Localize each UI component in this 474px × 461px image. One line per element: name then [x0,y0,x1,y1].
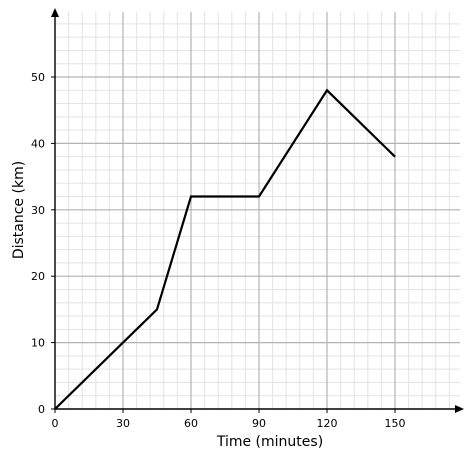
y-axis-arrow-icon [51,8,59,17]
y-tick-label: 0 [38,403,45,416]
y-tick-label: 30 [31,204,45,217]
y-tick-label: 10 [31,337,45,350]
y-axis-title: Distance (km) [11,161,27,259]
y-tick-labels: 0 10 20 30 40 50 [31,71,45,416]
x-tick-label: 120 [317,417,338,430]
x-tick-label: 30 [116,417,130,430]
y-tick-label: 40 [31,137,45,150]
axes [51,8,464,413]
x-tick-label: 60 [184,417,198,430]
y-tick-label: 50 [31,71,45,84]
x-tick-labels: 0 30 60 90 120 150 [52,417,406,430]
x-tick-label: 90 [252,417,266,430]
x-axis-arrow-icon [455,405,464,413]
y-tick-label: 20 [31,270,45,283]
x-axis-title: Time (minutes) [216,434,323,450]
x-tick-label: 150 [385,417,406,430]
series-line [54,88,396,410]
x-tick-label: 0 [52,417,59,430]
series-layer [54,88,396,410]
